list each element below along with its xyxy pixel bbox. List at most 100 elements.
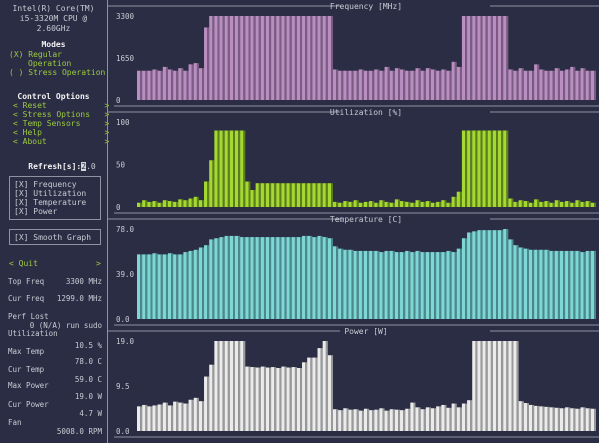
bar-shadow (300, 16, 303, 100)
stat-label: Utilization (8, 329, 58, 338)
bar-shadow (207, 181, 210, 207)
bar (343, 70, 347, 100)
stat-value: 0 (N/A) run sudo (29, 321, 102, 330)
bar (487, 341, 491, 431)
bar-shadow (341, 202, 344, 207)
bar (193, 196, 197, 207)
bar-shadow (398, 252, 401, 319)
refresh-field[interactable]: Refresh[s]:2.0 (9, 153, 96, 180)
toggle-smooth-graph[interactable]: [X] Smooth Graph (14, 233, 92, 242)
menu-temp-sensors[interactable]: < Temp Sensors > (13, 119, 110, 128)
bar (250, 367, 254, 431)
bar-shadow (501, 230, 504, 319)
bar-shadow (238, 16, 241, 100)
bar-shadow (196, 63, 199, 100)
bar (394, 68, 399, 100)
bar-shadow (501, 130, 504, 207)
bar-shadow (253, 367, 256, 431)
bar (234, 16, 239, 100)
bar (204, 245, 208, 319)
bar (585, 250, 589, 319)
graph-panel: Frequency [MHz] 3300 1650 0 (108, 1, 599, 107)
y-tick-label: 50 (116, 161, 126, 170)
bar-shadow (233, 130, 235, 207)
bar (498, 230, 502, 319)
bar (518, 247, 522, 319)
bar-shadow (279, 16, 282, 100)
bar-shadow (274, 367, 277, 431)
mode-regular-label[interactable]: Operation (28, 59, 72, 68)
menu-help[interactable]: < Help > (13, 128, 110, 137)
bar-shadow (274, 16, 277, 100)
bar (528, 249, 533, 319)
bar-shadow (449, 202, 452, 207)
bar-shadow (480, 341, 483, 431)
bar (482, 341, 486, 431)
bar-shadow (310, 357, 313, 431)
menu-stress-options[interactable]: < Stress Options > (13, 110, 110, 119)
toggle-frequency[interactable]: [X] Frequency (14, 180, 77, 189)
bar-shadow (165, 402, 168, 431)
bar-shadow (408, 250, 411, 319)
bar-shadow (222, 16, 225, 100)
bar-shadow (351, 409, 354, 431)
menu-reset[interactable]: < Reset > (13, 101, 110, 110)
bar (137, 202, 141, 207)
bar-shadow (140, 406, 143, 431)
bar (585, 408, 589, 431)
bar (291, 237, 295, 319)
quit-button-end[interactable]: > (96, 259, 101, 268)
quit-button[interactable]: < Quit (9, 259, 38, 268)
toggle-temperature[interactable]: [X] Temperature (14, 198, 87, 207)
toggle-power[interactable]: [X] Power (14, 207, 58, 216)
bar-shadow (449, 250, 452, 319)
bar (281, 237, 285, 319)
bar-shadow (537, 64, 540, 100)
bar (224, 341, 228, 431)
bar (441, 252, 445, 319)
bar-shadow (315, 16, 318, 100)
bar-shadow (207, 27, 210, 101)
bar (487, 130, 491, 207)
bar-shadow (387, 66, 390, 100)
bar (317, 183, 321, 207)
refresh-cursor[interactable]: 2 (81, 162, 87, 171)
bar-shadow (186, 70, 189, 100)
bar (338, 410, 342, 431)
bar (451, 252, 455, 319)
bar (374, 202, 378, 207)
bar-shadow (506, 130, 509, 207)
bar-shadow (145, 254, 148, 319)
graph-title-bg (340, 326, 490, 336)
bar (276, 183, 280, 207)
bar-shadow (294, 367, 297, 431)
bar (245, 237, 249, 319)
mode-regular-radio[interactable]: (X) Regular (9, 50, 62, 59)
bar-shadow (263, 366, 266, 431)
bar (265, 183, 270, 207)
y-tick-label: 19.0 (116, 337, 135, 346)
bar (415, 407, 419, 431)
refresh-value[interactable]: .0 (86, 162, 96, 171)
bar-shadow (563, 408, 566, 431)
mode-stress-radio[interactable]: ( ) Stress Operation (9, 68, 106, 77)
bar-shadow (217, 238, 220, 319)
bar-shadow (140, 202, 143, 207)
bar (513, 245, 517, 319)
bar-shadow (181, 68, 184, 100)
bar (446, 250, 450, 319)
bar-shadow (305, 16, 308, 100)
bar (590, 202, 595, 207)
bar (276, 237, 280, 319)
bar (219, 341, 223, 431)
menu-about[interactable]: < About > (13, 137, 110, 146)
bar (157, 70, 161, 100)
bar (389, 70, 393, 100)
bar (415, 200, 419, 207)
bar-shadow (434, 408, 437, 431)
bar (549, 407, 553, 431)
bar (343, 249, 347, 319)
bar-shadow (470, 130, 473, 207)
toggle-utilization[interactable]: [X] Utilization (14, 189, 87, 198)
